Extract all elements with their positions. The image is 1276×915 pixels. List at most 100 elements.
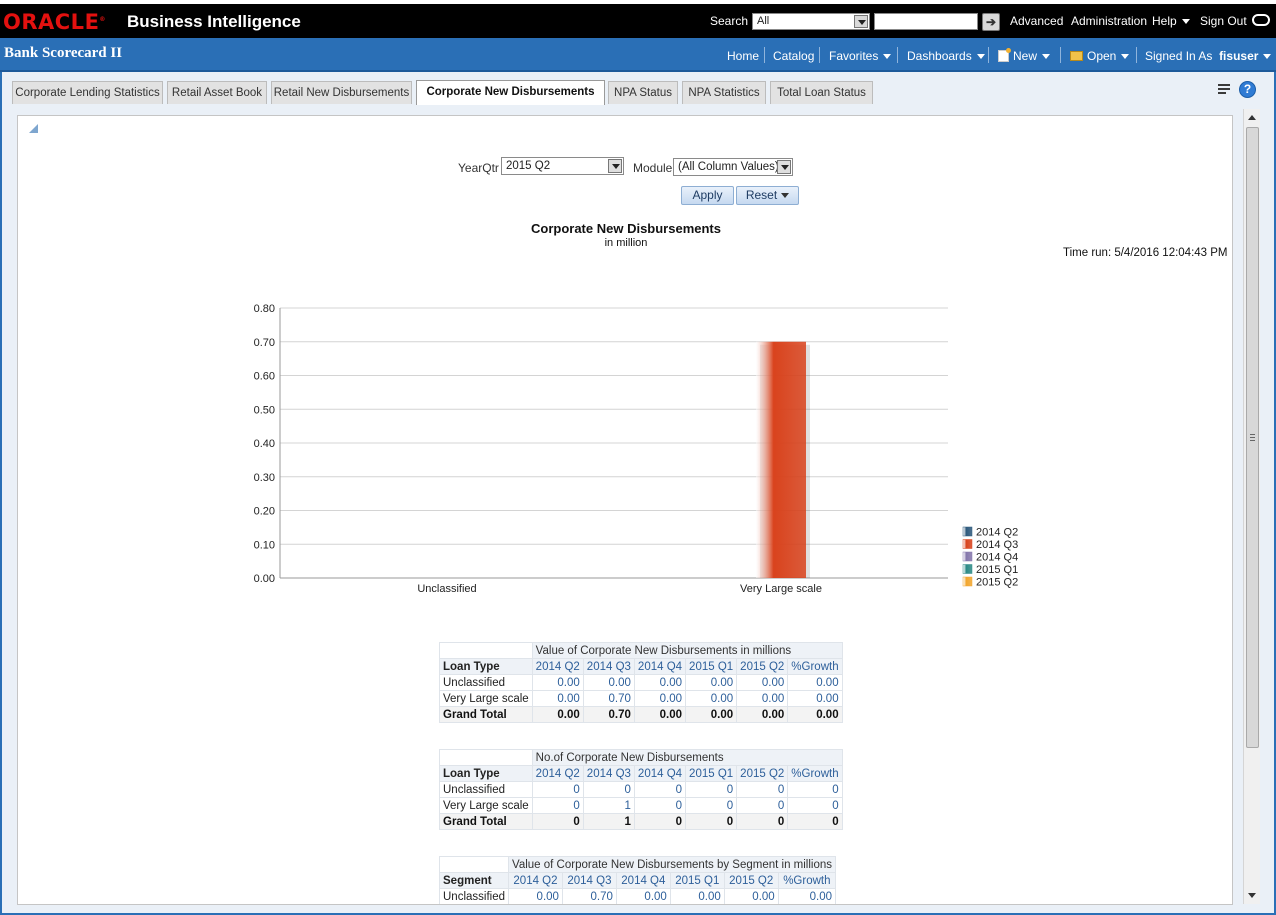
value-cell[interactable]: 0.00 — [531, 674, 584, 691]
tab-npa-status[interactable]: NPA Status — [608, 81, 678, 104]
column-header[interactable]: 2014 Q2 — [508, 872, 563, 889]
column-header[interactable]: 2014 Q2 — [531, 658, 584, 675]
search-scope-select[interactable]: All — [752, 13, 870, 30]
value-cell[interactable]: 0.00 — [736, 690, 789, 707]
help-icon[interactable]: ? — [1239, 81, 1256, 98]
value-cell[interactable]: 0.00 — [615, 888, 671, 904]
value-cell[interactable]: 0.70 — [561, 888, 617, 904]
value-cell[interactable]: 0 — [531, 797, 584, 814]
apply-button[interactable]: Apply — [681, 186, 734, 205]
value-cell[interactable]: 0 — [531, 781, 584, 798]
value-cell[interactable]: 0.00 — [685, 690, 738, 707]
legend-entry: 2014 Q3 — [976, 539, 1018, 551]
value-cell[interactable]: 0.00 — [736, 674, 789, 691]
yearqtr-select[interactable]: 2015 Q2 — [501, 157, 624, 175]
scroll-up-icon[interactable] — [1248, 115, 1256, 120]
value-cell[interactable]: 0 — [633, 797, 687, 814]
legend-swatch — [962, 539, 973, 549]
value-cell[interactable]: 0.00 — [787, 690, 843, 707]
value-cell[interactable]: 0 — [633, 781, 687, 798]
search-input[interactable] — [874, 13, 978, 30]
tab-retail-asset-book[interactable]: Retail Asset Book — [167, 81, 267, 104]
value-cell[interactable]: 0 — [582, 781, 635, 798]
column-header[interactable]: 2014 Q3 — [561, 872, 617, 889]
value-cell[interactable]: 0 — [787, 781, 843, 798]
open-menu[interactable]: Open — [1070, 49, 1130, 63]
scrollbar-thumb[interactable] — [1246, 127, 1259, 748]
row-label: Very Large scale — [439, 797, 533, 814]
value-cell[interactable]: 0.00 — [531, 690, 584, 707]
nav-separator — [897, 47, 898, 63]
value-cell: 0.00 — [685, 706, 738, 723]
value-cell[interactable]: 0.00 — [777, 888, 837, 904]
chevron-down-icon[interactable] — [608, 159, 622, 173]
value-cell[interactable]: 0.00 — [685, 674, 738, 691]
value-cell[interactable]: 0 — [736, 797, 789, 814]
reset-button[interactable]: Reset — [736, 186, 799, 205]
search-go-icon[interactable]: ➔ — [982, 13, 1000, 31]
value-cell[interactable]: 0 — [736, 781, 789, 798]
catalog-link[interactable]: Catalog — [773, 49, 815, 63]
chevron-down-icon[interactable] — [854, 15, 868, 28]
value-cell: 0.00 — [633, 706, 687, 723]
tab-total-loan-status[interactable]: Total Loan Status — [770, 81, 873, 104]
sign-out-icon[interactable] — [1252, 14, 1270, 26]
dashboard-section: YearQtr 2015 Q2 Module (All Column Value… — [17, 115, 1233, 905]
tab-corporate-lending-statistics[interactable]: Corporate Lending Statistics — [12, 81, 163, 104]
column-header[interactable]: 2014 Q4 — [633, 765, 687, 782]
help-menu[interactable]: Help — [1152, 14, 1190, 28]
signed-in-menu[interactable]: Signed In As fisuser — [1145, 49, 1272, 63]
value-cell[interactable]: 0.00 — [669, 888, 725, 904]
signed-in-user: fisuser — [1219, 49, 1259, 63]
value-cell[interactable]: 0.00 — [582, 674, 635, 691]
column-header[interactable]: 2015 Q1 — [685, 765, 738, 782]
column-header[interactable]: %Growth — [787, 658, 843, 675]
value-cell[interactable]: 0 — [685, 781, 738, 798]
new-menu[interactable]: New — [998, 48, 1051, 63]
module-select[interactable]: (All Column Values) — [673, 158, 793, 176]
table-row: Unclassified 0.00 0.70 0.00 0.00 0.00 0.00 — [439, 888, 837, 904]
value-cell[interactable]: 0.00 — [633, 674, 687, 691]
y-tick-label: 0.70 — [254, 337, 275, 349]
y-tick-label: 0.60 — [254, 371, 275, 383]
scroll-down-icon[interactable] — [1248, 893, 1256, 898]
value-cell[interactable]: 0 — [787, 797, 843, 814]
column-header[interactable]: 2014 Q3 — [582, 658, 635, 675]
page-options-icon[interactable] — [1218, 84, 1232, 96]
home-link[interactable]: Home — [727, 49, 760, 63]
dashboards-menu[interactable]: Dashboards — [907, 49, 985, 63]
caret-down-icon — [883, 54, 892, 59]
bar-chart: 0.00 0.10 0.20 0.30 0.40 0.50 0.60 0.70 0.80 Uncl… — [254, 303, 1019, 595]
value-cell[interactable]: 1 — [582, 797, 635, 814]
column-header[interactable]: 2014 Q4 — [615, 872, 671, 889]
tab-corporate-new-disbursements[interactable]: Corporate New Disbursements — [416, 80, 605, 105]
column-header[interactable]: 2014 Q2 — [531, 765, 584, 782]
value-cell[interactable]: 0.70 — [582, 690, 635, 707]
tab-npa-statistics[interactable]: NPA Statistics — [682, 81, 766, 104]
value-cell[interactable]: 0.00 — [723, 888, 779, 904]
column-header[interactable]: %Growth — [777, 872, 837, 889]
administration-link[interactable]: Administration — [1071, 14, 1148, 28]
column-header[interactable]: 2015 Q1 — [669, 872, 725, 889]
column-header[interactable]: 2015 Q2 — [736, 765, 789, 782]
legend-swatch — [962, 564, 973, 574]
tab-retail-new-disbursements[interactable]: Retail New Disbursements — [271, 81, 412, 104]
column-header[interactable]: 2014 Q4 — [633, 658, 687, 675]
favorites-menu[interactable]: Favorites — [829, 49, 892, 63]
value-cell[interactable]: 0.00 — [633, 690, 687, 707]
advanced-link[interactable]: Advanced — [1010, 14, 1064, 28]
column-header[interactable]: 2014 Q3 — [582, 765, 635, 782]
collapse-section-icon[interactable] — [29, 124, 38, 133]
legend-swatch — [962, 526, 973, 537]
column-header[interactable]: %Growth — [787, 765, 843, 782]
vertical-scrollbar[interactable] — [1243, 109, 1260, 904]
column-header[interactable]: 2015 Q2 — [736, 658, 789, 675]
caret-down-icon — [1263, 54, 1272, 59]
value-cell[interactable]: 0 — [685, 797, 738, 814]
column-header[interactable]: 2015 Q2 — [723, 872, 779, 889]
value-cell[interactable]: 0.00 — [508, 888, 563, 904]
chevron-down-icon[interactable] — [777, 160, 791, 174]
value-cell[interactable]: 0.00 — [787, 674, 843, 691]
sign-out-link[interactable]: Sign Out — [1200, 14, 1247, 28]
column-header[interactable]: 2015 Q1 — [685, 658, 738, 675]
